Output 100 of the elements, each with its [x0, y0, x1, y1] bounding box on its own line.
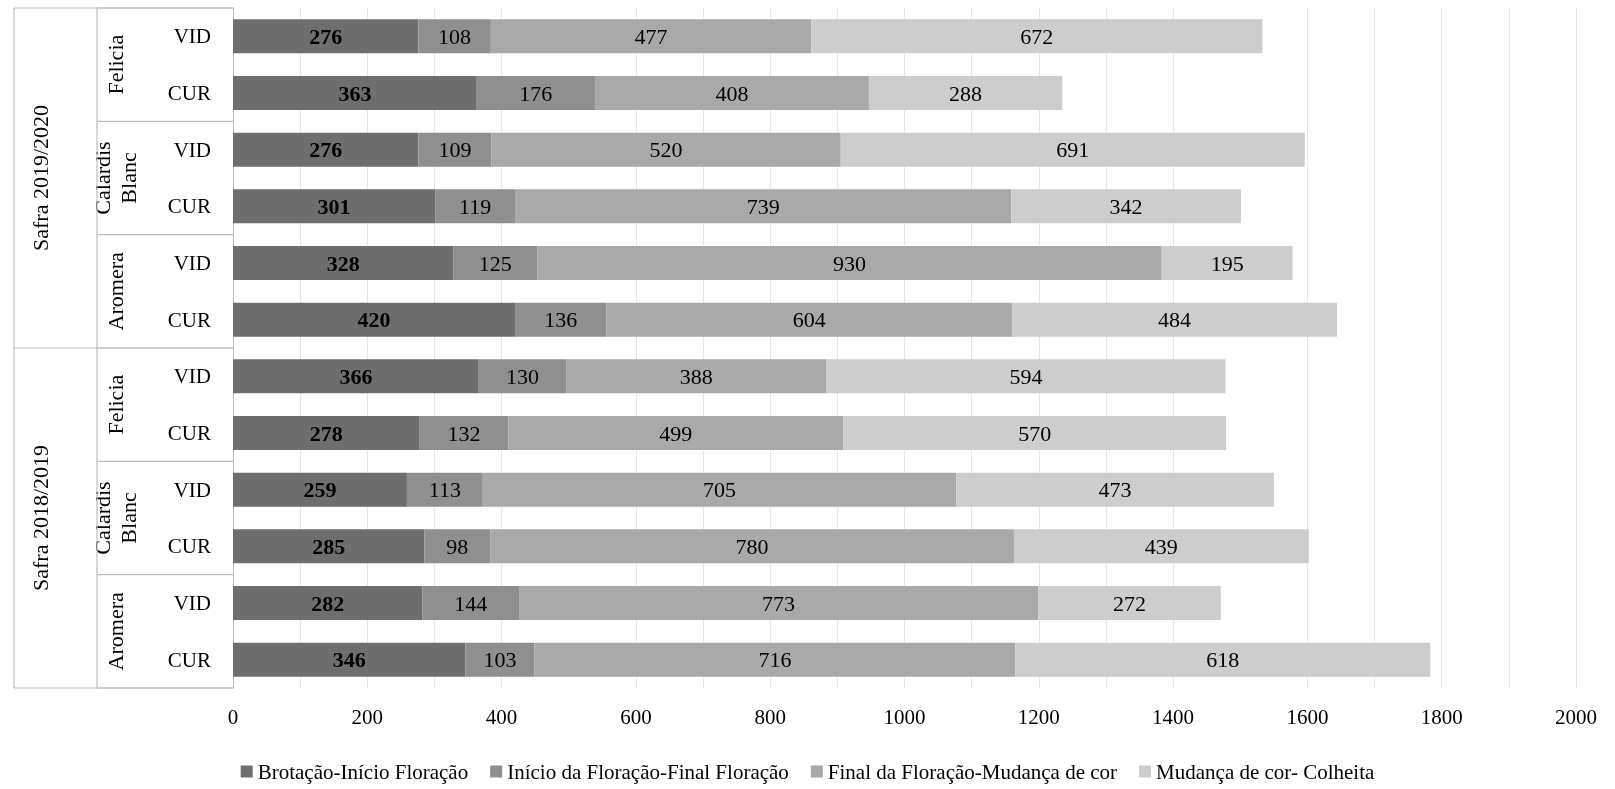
data-label: 484	[1157, 307, 1191, 333]
data-label: 119	[458, 193, 492, 219]
bar	[233, 19, 419, 54]
data-label: 477	[634, 23, 668, 49]
bar	[406, 472, 483, 507]
data-label: 570	[1018, 420, 1052, 446]
bar	[508, 416, 844, 450]
bar	[419, 416, 509, 450]
y-tick-label: CUR	[167, 194, 211, 219]
y-tick-label: CUR	[167, 81, 211, 105]
bar	[418, 19, 491, 54]
data-label: 195	[1210, 250, 1244, 276]
bar	[490, 529, 1014, 564]
x-tick-label: 2000	[1555, 704, 1597, 729]
data-label: 705	[703, 477, 736, 503]
bar	[233, 189, 436, 224]
x-tick-label: 200	[351, 704, 384, 729]
data-label: 366	[339, 363, 373, 389]
bar	[233, 132, 419, 167]
bar	[465, 642, 535, 677]
bar	[424, 529, 491, 564]
legend-label: Início da Floração-Final Floração	[507, 759, 789, 784]
bar	[233, 642, 466, 677]
bar	[537, 246, 1162, 280]
data-label: 773	[762, 590, 796, 616]
y-tick-label: VID	[173, 24, 211, 49]
data-label: 109	[438, 137, 472, 163]
bar	[515, 189, 1012, 224]
x-tick-label: 800	[754, 704, 786, 729]
x-tick-label: 600	[620, 704, 652, 729]
bar	[422, 586, 520, 620]
x-tick-label: 1400	[1152, 704, 1195, 729]
data-label: 691	[1056, 137, 1090, 163]
bar	[515, 302, 607, 337]
y-tick-label: VID	[173, 477, 211, 502]
data-label: 136	[544, 307, 578, 333]
data-label: 144	[454, 590, 488, 616]
data-label: 594	[1009, 363, 1043, 389]
bar	[534, 642, 1016, 677]
bar	[826, 359, 1226, 394]
y-tick-label: VID	[173, 591, 211, 615]
data-label: 618	[1206, 647, 1240, 673]
bar	[435, 189, 516, 224]
bar	[1038, 586, 1221, 620]
y-tick-label: CUR	[167, 647, 211, 672]
bar	[233, 246, 454, 280]
text: Safra 2019/2020	[27, 104, 53, 252]
data-label: 103	[483, 647, 517, 673]
bar	[233, 416, 420, 450]
data-label: 98	[446, 533, 469, 559]
data-label: 408	[715, 80, 749, 106]
data-label: 499	[659, 420, 693, 446]
x-tick-label: 400	[485, 704, 518, 729]
bar	[233, 76, 477, 110]
data-label: 739	[746, 193, 780, 219]
data-label: 604	[792, 307, 826, 333]
data-label: 672	[1020, 23, 1054, 49]
data-label: 342	[1109, 193, 1143, 219]
y-tick-label: VID	[173, 364, 211, 389]
bar	[453, 246, 538, 280]
data-label: 439	[1144, 533, 1178, 559]
data-label: 930	[832, 250, 866, 276]
text: Felicia	[102, 374, 128, 435]
y-tick-label: CUR	[167, 421, 211, 445]
data-label: 282	[311, 590, 345, 616]
data-label: 780	[735, 533, 769, 559]
bar	[1015, 642, 1431, 677]
x-tick-label: 1800	[1420, 704, 1463, 729]
x-tick-label: 1200	[1017, 704, 1060, 729]
legend-label: Brotação-Início Floração	[257, 759, 469, 784]
legend-label: Mudança de cor- Colheita	[1156, 759, 1375, 784]
bar	[843, 416, 1227, 450]
bar	[418, 132, 492, 167]
bar	[476, 76, 595, 110]
bar	[233, 472, 407, 507]
bar	[1161, 246, 1293, 280]
legend-label: Final da Floração-Mudança de cor	[827, 759, 1118, 784]
text: Safra 2018/2019	[27, 444, 53, 592]
data-label: 346	[332, 647, 366, 673]
bar	[233, 529, 425, 564]
data-label: 288	[949, 80, 983, 106]
data-label: 259	[303, 477, 337, 503]
x-tick-label: 0	[227, 704, 239, 729]
data-label: 276	[309, 137, 343, 163]
bar	[491, 132, 841, 167]
data-label: 716	[758, 647, 792, 673]
data-label: 176	[519, 80, 553, 106]
text: Aromera	[102, 252, 128, 331]
data-label: 132	[447, 420, 481, 446]
text: Aromera	[102, 592, 128, 671]
y-tick-label: VID	[173, 137, 211, 162]
data-label: 301	[317, 193, 351, 219]
bar	[233, 359, 479, 394]
bar	[594, 76, 869, 110]
data-label: 272	[1112, 590, 1146, 616]
y-tick-label: VID	[173, 251, 211, 275]
bar	[606, 302, 1012, 337]
bar	[233, 302, 516, 337]
bar	[490, 19, 812, 54]
bar	[1011, 189, 1241, 224]
